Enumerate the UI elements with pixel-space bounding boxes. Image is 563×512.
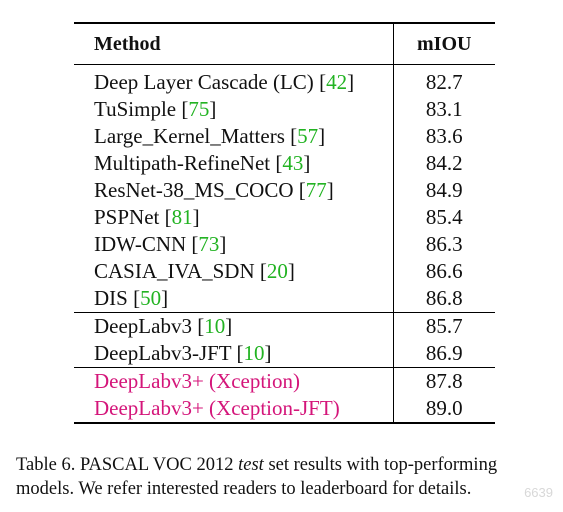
table-row: CASIA_IVA_SDN [20] 86.6	[74, 258, 495, 285]
method-name: Multipath-RefineNet	[94, 151, 276, 175]
method-cell: Multipath-RefineNet [43]	[94, 151, 311, 175]
citation-link[interactable]: 43	[282, 151, 304, 175]
method-cell: Large_Kernel_Matters [57]	[94, 124, 326, 148]
miou-cell: 84.9	[392, 177, 495, 204]
citation-link[interactable]: 57	[297, 124, 319, 148]
watermark: 6639	[524, 485, 553, 500]
table-row: DeepLabv3+ (Xception-JFT) 89.0	[74, 395, 495, 424]
table-row: DIS [50] 86.8	[74, 285, 495, 313]
miou-cell: 84.2	[392, 150, 495, 177]
miou-cell: 86.6	[392, 258, 495, 285]
method-cell: DIS [50]	[94, 286, 169, 310]
citation-link[interactable]: 20	[266, 259, 288, 283]
method-cell: DeepLabv3-JFT [10]	[94, 341, 272, 365]
citation-link[interactable]: 73	[198, 232, 220, 256]
table-header-row: Method mIOU	[74, 22, 495, 65]
miou-cell: 85.7	[392, 312, 495, 340]
miou-cell: 86.9	[392, 340, 495, 368]
method-cell: ResNet-38_MS_COCO [77]	[94, 178, 334, 202]
method-name: Large_Kernel_Matters	[94, 124, 291, 148]
miou-cell: 89.0	[392, 395, 495, 424]
method-name: DIS	[94, 286, 134, 310]
miou-cell: 87.8	[392, 367, 495, 395]
method-cell: DeepLabv3 [10]	[74, 312, 393, 340]
citation-link[interactable]: 10	[204, 314, 226, 338]
method-cell: TuSimple [75]	[94, 97, 217, 121]
citation-link[interactable]: 42	[326, 70, 348, 94]
citation-link[interactable]: 77	[305, 178, 327, 202]
results-table: Method mIOU Deep Layer Cascade (LC) [42]…	[74, 22, 495, 424]
table-row: Multipath-RefineNet [43] 84.2	[74, 150, 495, 177]
method-name: Deep Layer Cascade (LC)	[94, 70, 320, 94]
citation-link[interactable]: 75	[188, 97, 210, 121]
miou-cell: 82.7	[392, 64, 495, 96]
method-cell: PSPNet [81]	[94, 205, 200, 229]
method-cell: DeepLabv3+ (Xception-JFT)	[74, 395, 393, 424]
table-row: Large_Kernel_Matters [57] 83.6	[74, 123, 495, 150]
miou-cell: 83.1	[392, 96, 495, 123]
method-name: PSPNet	[94, 205, 165, 229]
caption-suffix: set results with top-performing models. …	[16, 455, 498, 499]
table-row: PSPNet [81] 85.4	[74, 204, 495, 231]
method-name: DeepLabv3	[94, 314, 198, 338]
miou-cell: 86.8	[392, 285, 495, 313]
table-row: DeepLabv3-JFT [10] 86.9	[74, 340, 495, 368]
table-caption: Table 6. PASCAL VOC 2012 test set result…	[16, 453, 556, 501]
method-name: IDW-CNN	[94, 232, 192, 256]
miou-cell: 83.6	[392, 123, 495, 150]
method-cell: DeepLabv3+ (Xception)	[74, 367, 393, 395]
method-name: CASIA_IVA_SDN	[94, 259, 260, 283]
table-body: Deep Layer Cascade (LC) [42] 82.7 TuSimple…	[74, 64, 495, 424]
miou-cell: 85.4	[392, 204, 495, 231]
method-column-header: Method	[74, 22, 393, 65]
caption-prefix: Table 6. PASCAL VOC 2012	[16, 455, 239, 475]
table-row: Deep Layer Cascade (LC) [42] 82.7	[74, 64, 495, 96]
table-row: IDW-CNN [73] 86.3	[74, 231, 495, 258]
method-cell: Deep Layer Cascade (LC) [42]	[94, 70, 355, 94]
table-row: ResNet-38_MS_COCO [77] 84.9	[74, 177, 495, 204]
method-name: TuSimple	[94, 97, 182, 121]
miou-column-header: mIOU	[392, 22, 495, 65]
citation-link[interactable]: 50	[140, 286, 162, 310]
citation-link[interactable]: 10	[243, 341, 265, 365]
table-row: TuSimple [75] 83.1	[74, 96, 495, 123]
caption-emphasis: test	[238, 455, 264, 475]
miou-cell: 86.3	[392, 231, 495, 258]
method-name: DeepLabv3+ (Xception-JFT)	[94, 396, 340, 420]
method-cell: IDW-CNN [73]	[94, 232, 227, 256]
method-name: DeepLabv3+ (Xception)	[94, 369, 301, 393]
method-name: DeepLabv3-JFT	[94, 341, 237, 365]
table-row: DeepLabv3 [10] 85.7	[74, 312, 495, 340]
citation-link[interactable]: 81	[171, 205, 193, 229]
table-row: DeepLabv3+ (Xception) 87.8	[74, 367, 495, 395]
results-table-container: Method mIOU Deep Layer Cascade (LC) [42]…	[74, 22, 495, 424]
method-name: ResNet-38_MS_COCO	[94, 178, 299, 202]
method-cell: CASIA_IVA_SDN [20]	[94, 259, 295, 283]
